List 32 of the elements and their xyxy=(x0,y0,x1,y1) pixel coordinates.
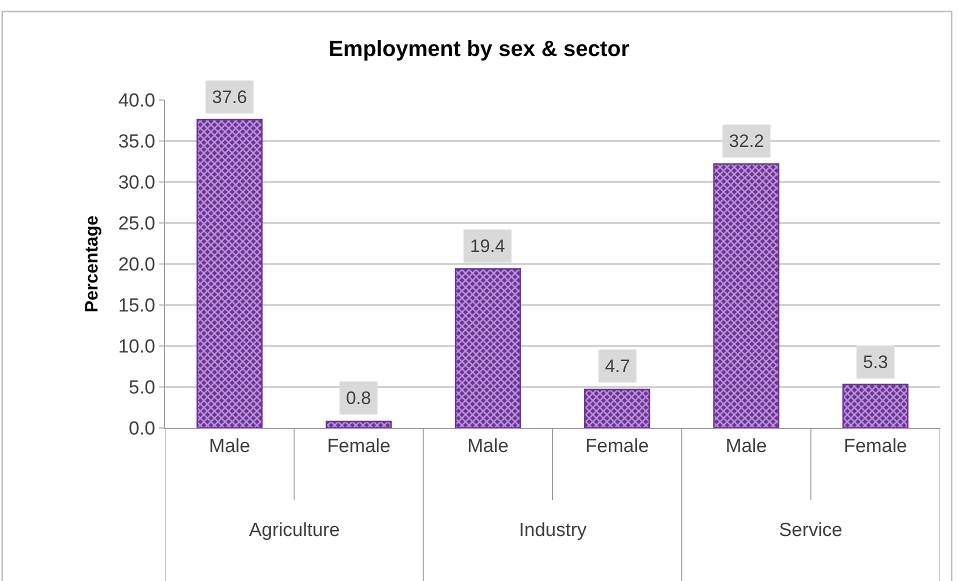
data-label: 0.8 xyxy=(346,388,372,408)
y-tick-label: 5.0 xyxy=(128,378,156,399)
x-tick-label: Female xyxy=(327,436,390,457)
x-tick-label: Female xyxy=(844,436,908,457)
y-tick-label: 25.0 xyxy=(118,214,156,235)
y-tick-label: 40.0 xyxy=(118,90,156,112)
bar xyxy=(454,268,521,428)
y-tick-label: 0.0 xyxy=(128,418,156,440)
bar xyxy=(326,420,392,428)
bar xyxy=(584,388,650,428)
y-tick-label: 30.0 xyxy=(118,172,156,194)
data-label: 37.6 xyxy=(212,87,248,107)
y-tick-label: 15.0 xyxy=(118,296,156,317)
y-tick-label: 20.0 xyxy=(118,254,156,276)
data-label: 19.4 xyxy=(470,236,506,256)
y-tick-label: 10.0 xyxy=(118,336,156,358)
text: Agriculture xyxy=(249,520,340,541)
text: Service xyxy=(779,520,842,541)
chart-title: Employment by sex & sector xyxy=(328,36,630,62)
x-tick-label: Male xyxy=(726,436,767,457)
x-tick-label: Female xyxy=(585,436,649,457)
data-label: 5.3 xyxy=(863,352,888,372)
bar xyxy=(842,384,908,428)
x-tick-label: Male xyxy=(467,436,509,457)
bar xyxy=(713,163,780,428)
text: Industry xyxy=(519,520,588,541)
y-tick-label: 35.0 xyxy=(118,132,156,153)
y-axis-title: Percentage xyxy=(81,215,102,313)
x-tick-label: Male xyxy=(208,436,250,457)
data-label: 4.7 xyxy=(605,356,630,376)
bar xyxy=(196,118,263,428)
data-label: 32.2 xyxy=(729,131,764,151)
